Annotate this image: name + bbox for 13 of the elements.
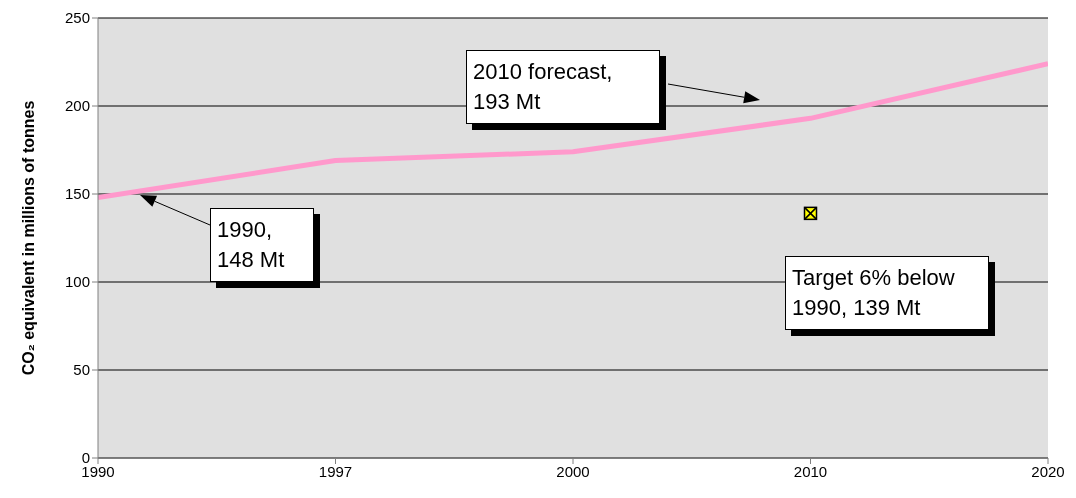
- y-axis-title: CO₂ equivalent in millions of tonnes: [19, 100, 37, 376]
- y-tick-label: 250: [64, 9, 90, 27]
- x-tick-label: 1997: [318, 462, 353, 480]
- x-tick-label: 2010: [793, 462, 828, 480]
- annotation: 1990, 148 Mt: [210, 208, 314, 282]
- y-tick-label: 100: [64, 273, 90, 291]
- x-tick-label: 2020: [1031, 462, 1065, 480]
- x-tick-label: 2000: [556, 462, 590, 480]
- y-tick-label: 200: [64, 97, 90, 115]
- annotation: 2010 forecast, 193 Mt: [466, 50, 660, 124]
- y-tick-label: 50: [73, 361, 90, 379]
- y-tick-label: 150: [64, 185, 90, 203]
- annotation: Target 6% below 1990, 139 Mt: [785, 256, 989, 330]
